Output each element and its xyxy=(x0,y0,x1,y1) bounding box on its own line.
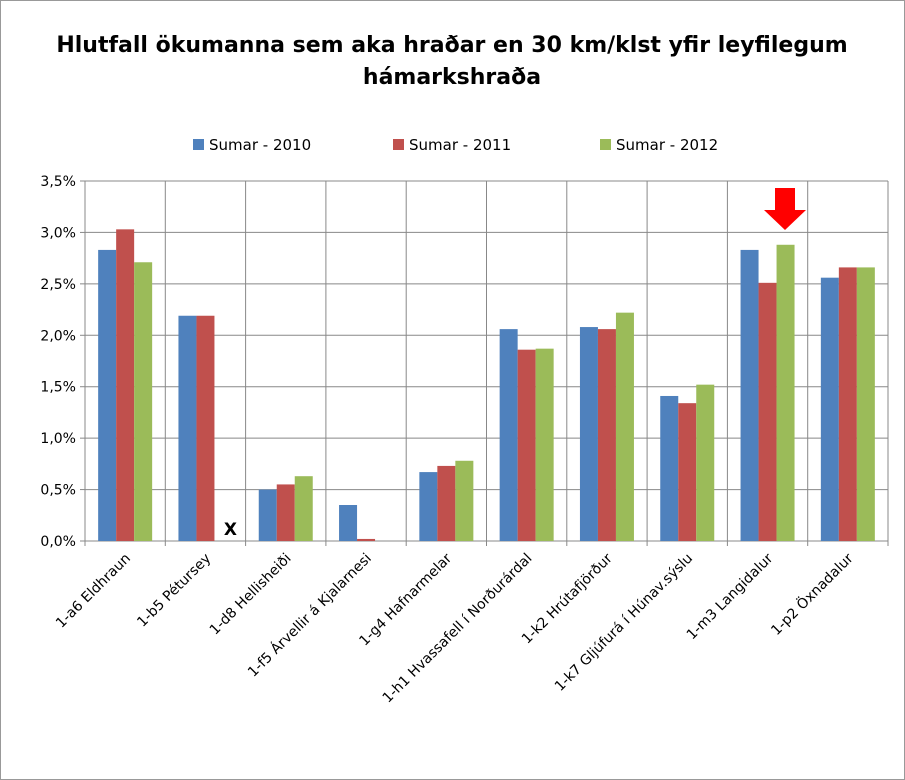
bar xyxy=(294,476,313,541)
bar xyxy=(615,312,634,541)
chart-title: Hlutfall ökumanna sem aka hraðar en 30 k… xyxy=(56,33,847,90)
bar xyxy=(758,282,777,541)
bar xyxy=(455,460,474,541)
legend-swatch xyxy=(600,139,611,150)
bar xyxy=(437,465,456,541)
y-tick-label: 0,0% xyxy=(40,534,76,550)
y-tick-label: 2,5% xyxy=(40,277,76,293)
y-tick-label: 3,0% xyxy=(40,225,76,241)
bar xyxy=(276,484,295,541)
bar xyxy=(856,267,875,541)
bar xyxy=(597,329,616,541)
y-tick-label: 2,0% xyxy=(40,328,76,344)
arrow xyxy=(764,188,806,230)
legend-label: Sumar - 2012 xyxy=(616,136,718,154)
title-line: Hlutfall ökumanna sem aka hraðar en 30 k… xyxy=(56,33,847,58)
legend-swatch xyxy=(193,139,204,150)
bar xyxy=(178,315,197,541)
bar xyxy=(357,538,376,541)
bar xyxy=(838,267,857,541)
bar xyxy=(258,489,277,541)
legend-label: Sumar - 2011 xyxy=(409,136,511,154)
y-tick-label: 3,5% xyxy=(40,174,76,190)
y-tick-label: 1,5% xyxy=(40,380,76,396)
legend-swatch xyxy=(393,139,404,150)
bar xyxy=(98,249,117,541)
bar xyxy=(776,244,795,541)
y-tick-label: 0,5% xyxy=(40,483,76,499)
bar xyxy=(419,472,438,541)
bar xyxy=(196,315,215,541)
bar xyxy=(579,327,598,541)
bar xyxy=(740,249,759,541)
y-tick-label: 1,0% xyxy=(40,431,76,447)
bar xyxy=(678,403,697,541)
title-line: hámarkshraða xyxy=(363,65,541,90)
bar xyxy=(820,277,839,541)
bar xyxy=(134,262,153,541)
bar xyxy=(517,349,536,541)
bar xyxy=(696,384,715,541)
legend-label: Sumar - 2010 xyxy=(209,136,311,154)
bar xyxy=(499,329,518,541)
annotation: X xyxy=(224,520,237,540)
bar xyxy=(535,348,554,541)
bar xyxy=(339,505,358,541)
bar xyxy=(116,229,135,542)
bar xyxy=(660,395,679,541)
